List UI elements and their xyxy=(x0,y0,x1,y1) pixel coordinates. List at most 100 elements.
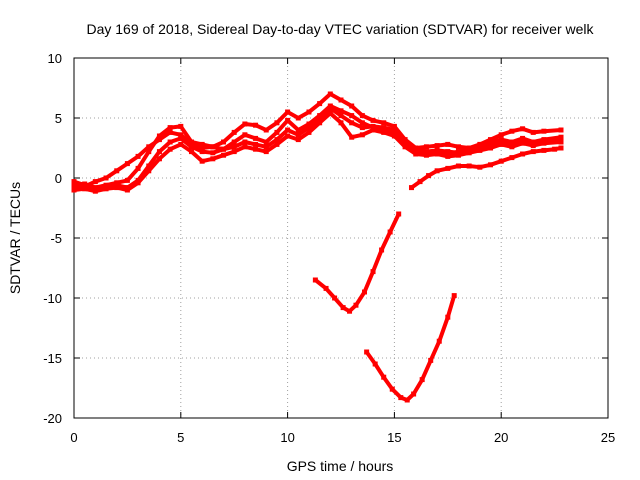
data-point xyxy=(370,123,376,129)
data-point xyxy=(398,395,404,401)
series-line xyxy=(313,212,401,314)
data-point xyxy=(364,349,370,355)
data-point xyxy=(387,229,393,235)
axis-ticks: 0 5 10 15 20 25 -20 -15 -10 -5 0 5 10 xyxy=(43,51,615,445)
y-tick-label: -5 xyxy=(50,231,62,246)
data-point xyxy=(477,147,483,153)
data-point xyxy=(306,109,312,115)
data-point xyxy=(135,165,141,171)
series-line xyxy=(72,106,563,191)
data-point xyxy=(349,113,355,119)
data-point xyxy=(306,121,312,127)
data-point xyxy=(445,151,451,157)
x-tick-label: 20 xyxy=(494,430,508,445)
data-point xyxy=(274,141,280,147)
data-point xyxy=(221,146,227,152)
data-point xyxy=(135,177,141,183)
data-point xyxy=(466,146,472,152)
data-point xyxy=(242,121,248,127)
chart-title: Day 169 of 2018, Sidereal Day-to-day VTE… xyxy=(86,21,594,37)
data-point xyxy=(349,134,355,140)
data-point xyxy=(451,293,457,299)
series-track-5 xyxy=(408,145,564,191)
data-point xyxy=(199,141,205,147)
data-point xyxy=(455,144,461,150)
data-point xyxy=(359,120,365,126)
data-point xyxy=(477,164,483,170)
data-point xyxy=(103,183,109,189)
data-point xyxy=(338,113,344,119)
data-point xyxy=(124,177,130,183)
series-track-6 xyxy=(312,211,402,314)
data-point xyxy=(509,128,515,134)
data-point xyxy=(338,97,344,103)
y-tick-label: 0 xyxy=(55,171,62,186)
x-tick-label: 25 xyxy=(601,430,615,445)
data-point xyxy=(391,123,397,129)
series-track-7 xyxy=(364,293,457,403)
data-point xyxy=(558,127,564,133)
data-point xyxy=(558,145,564,151)
data-point xyxy=(199,149,205,155)
data-point xyxy=(82,186,88,192)
data-point xyxy=(541,138,547,144)
data-point xyxy=(488,141,494,147)
data-point xyxy=(340,305,346,311)
grid-lines xyxy=(74,58,608,418)
data-point xyxy=(274,120,280,126)
data-point xyxy=(477,144,483,150)
data-point xyxy=(92,186,98,192)
data-point xyxy=(445,165,451,171)
data-point xyxy=(263,139,269,145)
data-point xyxy=(466,150,472,156)
data-point xyxy=(381,125,387,131)
data-point xyxy=(263,149,269,155)
data-point xyxy=(285,127,291,133)
data-point xyxy=(285,133,291,139)
data-point xyxy=(455,163,461,169)
data-point xyxy=(242,144,248,150)
data-point xyxy=(498,139,504,145)
data-point xyxy=(317,120,323,126)
data-point xyxy=(520,151,526,157)
data-point xyxy=(231,129,237,135)
data-point xyxy=(520,138,526,144)
data-point xyxy=(114,168,120,174)
data-point xyxy=(178,132,184,138)
data-point xyxy=(71,179,77,185)
data-point xyxy=(381,129,387,135)
data-point xyxy=(210,144,216,150)
data-point xyxy=(178,123,184,129)
series-line xyxy=(72,111,563,194)
data-point xyxy=(221,152,227,158)
series-track-4 xyxy=(71,105,564,192)
data-point xyxy=(210,156,216,162)
data-point xyxy=(178,141,184,147)
data-point xyxy=(408,185,414,191)
data-point xyxy=(253,141,259,147)
data-point xyxy=(285,117,291,123)
data-point xyxy=(370,117,376,123)
series-line xyxy=(409,146,563,190)
data-point xyxy=(349,120,355,126)
data-point xyxy=(411,391,417,397)
data-point xyxy=(146,163,152,169)
data-point xyxy=(327,105,333,111)
data-point xyxy=(263,127,269,133)
y-tick-label: -15 xyxy=(43,351,62,366)
data-point xyxy=(417,179,423,185)
data-point xyxy=(498,132,504,138)
data-point xyxy=(323,285,329,291)
data-point xyxy=(396,211,402,217)
data-point xyxy=(349,103,355,109)
data-point xyxy=(391,127,397,133)
data-point xyxy=(253,135,259,141)
data-point xyxy=(359,113,365,119)
data-point xyxy=(263,144,269,150)
data-point xyxy=(167,125,173,131)
data-point xyxy=(359,132,365,138)
data-point xyxy=(361,289,367,295)
data-point xyxy=(306,125,312,131)
data-point xyxy=(338,108,344,114)
data-point xyxy=(402,140,408,146)
